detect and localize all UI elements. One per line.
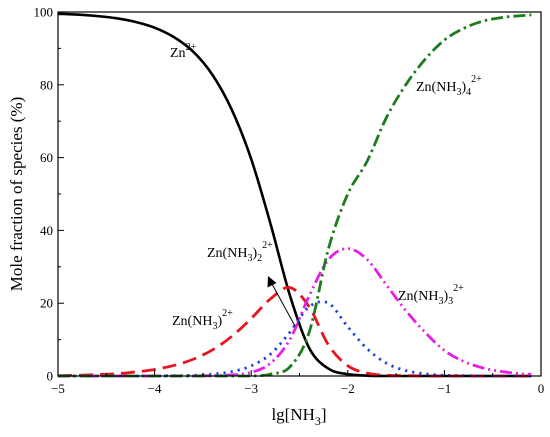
y-tick-label: 60 — [40, 150, 53, 165]
x-axis-title-sub: 3 — [315, 414, 321, 428]
label-zn-nh3-2: Zn(NH3)22+ — [207, 240, 273, 264]
x-axis-title-end: ] — [321, 405, 327, 424]
x-axis-title-main: lg[NH — [271, 405, 314, 424]
x-tick-label: −4 — [148, 381, 162, 396]
ticks-layer: −5 −4 −3 −2 −1 0 0 20 40 60 80 100 — [34, 5, 545, 397]
curves-layer — [57, 12, 532, 378]
y-tick-label: 20 — [40, 296, 53, 311]
y-axis-title: Mole fraction of species (%) — [7, 97, 26, 291]
x-tick-label: −5 — [51, 381, 65, 396]
series-line-0 — [57, 12, 532, 378]
x-axis-title: lg[NH3] — [271, 405, 326, 428]
x-tick-label: −2 — [341, 381, 355, 396]
label-zn: Zn2+ — [170, 42, 197, 61]
x-tick-label: −1 — [437, 381, 451, 396]
series-line-4 — [58, 13, 532, 378]
label-zn-nh3-3: Zn(NH3)32+ — [398, 283, 464, 307]
annotation-arrow — [267, 276, 296, 327]
y-tick-label: 0 — [47, 369, 54, 384]
x-tick-label: −3 — [244, 381, 258, 396]
label-zn-nh3-4: Zn(NH3)42+ — [416, 74, 482, 98]
x-tick-label: 0 — [538, 381, 545, 396]
y-tick-label: 100 — [34, 5, 54, 20]
y-tick-label: 80 — [40, 77, 53, 92]
label-zn-nh3: Zn(NH3)2+ — [172, 308, 233, 332]
y-tick-label: 40 — [40, 223, 53, 238]
